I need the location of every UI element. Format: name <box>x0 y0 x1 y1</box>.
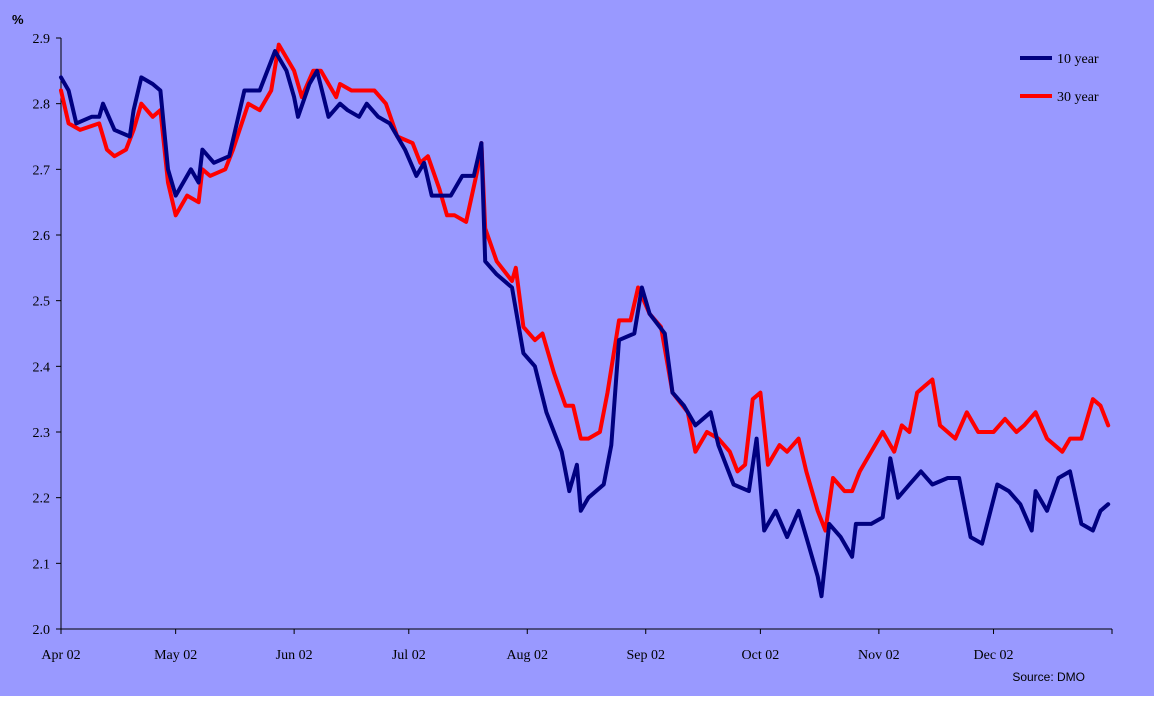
legend-label-30-year: 30 year <box>1057 90 1099 105</box>
y-axis-label: % <box>12 12 24 27</box>
y-tick-label: 2.2 <box>33 492 51 507</box>
x-tick-label: Aug 02 <box>506 648 548 663</box>
source-note: Source: DMO <box>1012 670 1085 684</box>
x-tick-label: Sep 02 <box>626 648 665 663</box>
y-tick-label: 2.8 <box>33 98 51 113</box>
x-tick-label: May 02 <box>154 648 197 663</box>
x-axis-ticks: Apr 02 May 02 Jun 02 Jul 02 Aug 02 Sep 02 Oct … <box>41 629 1113 663</box>
y-tick-label: 2.9 <box>33 32 51 47</box>
y-tick-label: 2.4 <box>33 360 51 375</box>
x-tick-label: Nov 02 <box>858 648 900 663</box>
y-tick-label: 2.3 <box>33 426 51 441</box>
x-tick-label: Jul 02 <box>392 648 426 663</box>
series-lines <box>59 42 1111 599</box>
x-tick-label: Dec 02 <box>974 648 1014 663</box>
x-tick-label: Jun 02 <box>276 648 313 663</box>
y-tick-label: 2.0 <box>33 623 51 638</box>
legend: 10 year 30 year <box>1020 52 1099 105</box>
x-tick-label: Apr 02 <box>41 648 80 663</box>
y-tick-label: 2.6 <box>33 229 51 244</box>
legend-label-10-year: 10 year <box>1057 52 1099 67</box>
y-tick-label: 2.5 <box>33 295 51 310</box>
y-tick-label: 2.7 <box>33 163 51 178</box>
y-tick-label: 2.1 <box>33 557 51 572</box>
x-tick-label: Oct 02 <box>742 648 780 663</box>
y-axis-ticks: 2.0 2.1 2.2 2.3 2.4 2.5 2.6 2.7 2.8 2.9 <box>33 32 61 638</box>
series-line-10-year <box>59 49 1111 599</box>
